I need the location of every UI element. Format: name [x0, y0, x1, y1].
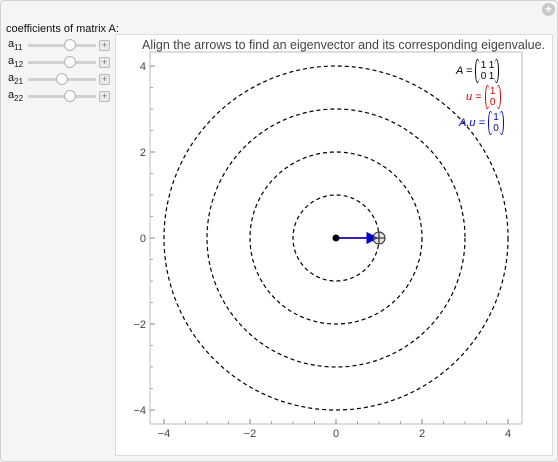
slider-a22-thumb[interactable]	[64, 90, 76, 102]
slider-a22-track[interactable]	[28, 95, 96, 98]
slider-row-a22: a22 +	[6, 89, 110, 103]
slider-label-a22: a22	[8, 89, 24, 104]
slider-a12-thumb[interactable]	[64, 56, 76, 68]
slider-a12-track[interactable]	[28, 61, 96, 64]
y-tick-label: −4	[133, 405, 146, 417]
dashed-circle	[249, 151, 423, 325]
slider-a11-thumb[interactable]	[64, 39, 76, 51]
slider-a22-expand-icon[interactable]: +	[99, 91, 110, 102]
dashed-circle	[206, 108, 466, 368]
x-tick-label: 4	[505, 428, 511, 440]
slider-label-a11: a11	[8, 38, 23, 53]
dashed-circle	[163, 65, 509, 411]
slider-row-a12: a12 +	[6, 55, 110, 69]
expand-options-icon[interactable]: +	[542, 3, 555, 16]
slider-a21-thumb[interactable]	[56, 73, 68, 85]
slider-row-a21: a21 +	[6, 72, 110, 86]
x-tick-label: 2	[419, 428, 425, 440]
slider-a11-expand-icon[interactable]: +	[99, 40, 110, 51]
slider-label-a12: a12	[8, 55, 24, 70]
origin-point	[332, 234, 340, 242]
controls-title: coefficients of matrix A:	[6, 23, 119, 35]
legend-u-label: u =	[466, 90, 482, 103]
y-tick-label: 0	[140, 233, 146, 245]
plot-panel	[115, 34, 553, 456]
slider-label-a21: a21	[8, 72, 24, 87]
y-tick-label: 2	[140, 147, 146, 159]
slider-a21-expand-icon[interactable]: +	[99, 74, 110, 85]
legend-Au-label: A.u =	[459, 116, 485, 129]
slider-a11-track[interactable]	[28, 44, 96, 47]
plot-title: Align the arrows to find an eigenvector …	[142, 38, 546, 52]
slider-row-a11: a11 +	[6, 38, 110, 52]
x-tick-label: −4	[158, 428, 171, 440]
y-tick-label: 4	[140, 61, 146, 73]
x-tick-label: −2	[244, 428, 257, 440]
slider-a12-expand-icon[interactable]: +	[99, 57, 110, 68]
legend-A-label: A =	[456, 64, 473, 77]
x-tick-label: 0	[333, 428, 339, 440]
y-tick-label: −2	[133, 319, 146, 331]
